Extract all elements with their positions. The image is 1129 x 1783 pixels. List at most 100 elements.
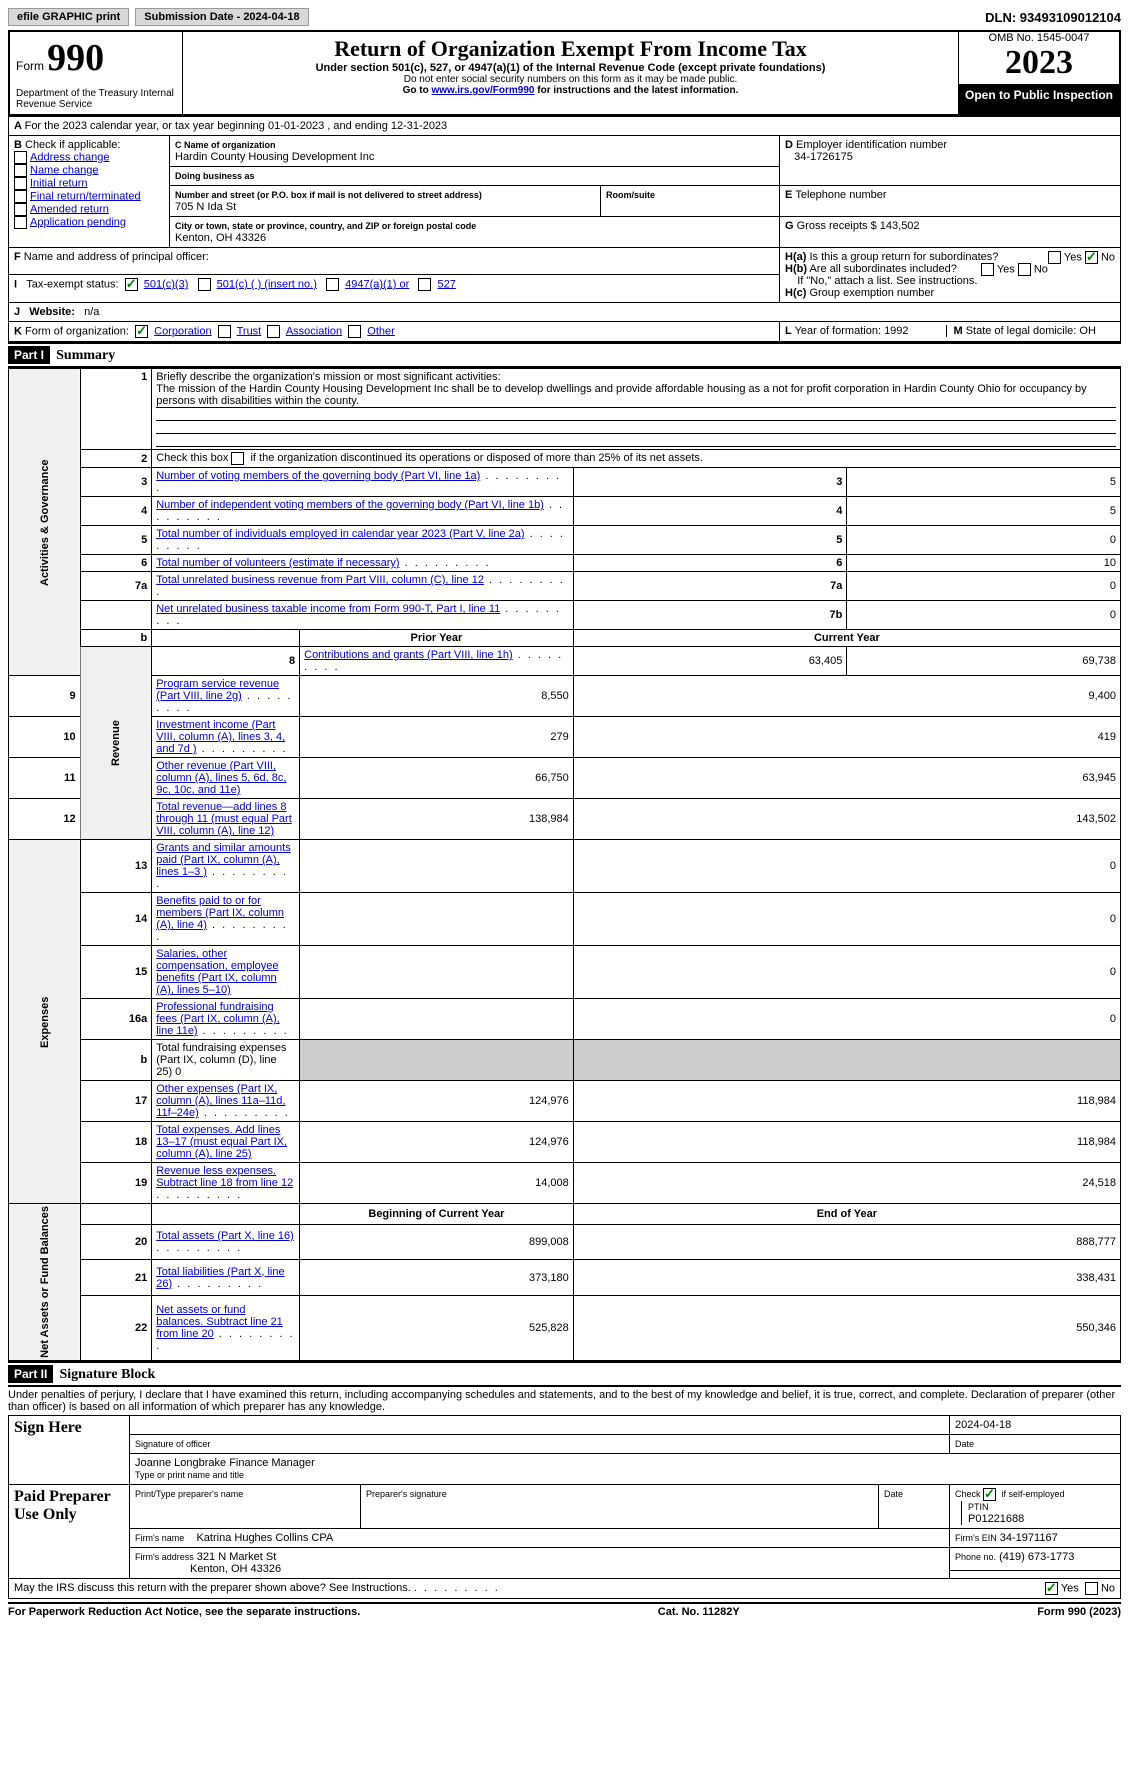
p-date-label: Date bbox=[884, 1489, 903, 1499]
cb-other[interactable] bbox=[348, 325, 361, 338]
cb-discuss-no[interactable] bbox=[1085, 1582, 1098, 1595]
opt-corp[interactable]: Corporation bbox=[154, 325, 211, 337]
tax-year: 2023 bbox=[959, 44, 1119, 82]
opt-amended[interactable]: Amended return bbox=[30, 203, 109, 215]
sign-here-label: Sign Here bbox=[14, 1419, 82, 1436]
line7a[interactable]: Total unrelated business revenue from Pa… bbox=[156, 574, 484, 586]
line7b[interactable]: Net unrelated business taxable income fr… bbox=[156, 603, 500, 615]
mission-text: The mission of the Hardin County Housing… bbox=[156, 383, 1116, 408]
cb-assoc[interactable] bbox=[267, 325, 280, 338]
cb-discuss-yes[interactable] bbox=[1045, 1582, 1058, 1595]
cb-corp[interactable] bbox=[135, 325, 148, 338]
omb-number: OMB No. 1545-0047 bbox=[959, 32, 1119, 44]
website: n/a bbox=[84, 306, 99, 318]
cb-discontinued[interactable] bbox=[231, 452, 244, 465]
cb-501c3[interactable] bbox=[125, 278, 138, 291]
part1-title: Summary bbox=[56, 348, 115, 363]
line6[interactable]: Total number of volunteers (estimate if … bbox=[156, 557, 399, 569]
officer-name: Joanne Longbrake Finance Manager bbox=[135, 1457, 315, 1469]
col-end: End of Year bbox=[573, 1204, 1120, 1225]
l-label: Year of formation: bbox=[795, 325, 881, 337]
may-discuss: May the IRS discuss this return with the… bbox=[14, 1582, 411, 1594]
line9[interactable]: Program service revenue (Part VIII, line… bbox=[156, 678, 279, 702]
firm-ein-label: Firm's EIN bbox=[955, 1533, 997, 1543]
cb-pending[interactable] bbox=[14, 216, 27, 229]
type-title-label: Type or print name and title bbox=[135, 1470, 244, 1480]
city-label: City or town, state or province, country… bbox=[175, 221, 476, 231]
irs-link[interactable]: www.irs.gov/Form990 bbox=[431, 85, 534, 96]
firm-ein: 34-1971167 bbox=[1000, 1532, 1058, 1544]
line14[interactable]: Benefits paid to or for members (Part IX… bbox=[156, 895, 284, 931]
cb-trust[interactable] bbox=[218, 325, 231, 338]
c-name-label: Name of organization bbox=[184, 140, 276, 150]
line17[interactable]: Other expenses (Part IX, column (A), lin… bbox=[156, 1083, 285, 1119]
line3[interactable]: Number of voting members of the governin… bbox=[156, 470, 480, 482]
line22[interactable]: Net assets or fund balances. Subtract li… bbox=[156, 1304, 283, 1340]
cb-initial[interactable] bbox=[14, 177, 27, 190]
line21[interactable]: Total liabilities (Part X, line 26) bbox=[156, 1266, 284, 1290]
submission-date-button[interactable]: Submission Date - 2024-04-18 bbox=[135, 8, 308, 26]
opt-527[interactable]: 527 bbox=[438, 278, 456, 290]
opt-501c[interactable]: 501(c) ( ) (insert no.) bbox=[217, 278, 317, 290]
line5[interactable]: Total number of individuals employed in … bbox=[156, 528, 524, 540]
opt-name[interactable]: Name change bbox=[30, 164, 99, 176]
line8[interactable]: Contributions and grants (Part VIII, lin… bbox=[304, 649, 513, 661]
m-label: State of legal domicile: bbox=[966, 325, 1077, 337]
line15[interactable]: Salaries, other compensation, employee b… bbox=[156, 948, 278, 996]
ha-no: No bbox=[1101, 251, 1115, 263]
footer-right: Form 990 (2023) bbox=[1037, 1606, 1121, 1618]
line11[interactable]: Other revenue (Part VIII, column (A), li… bbox=[156, 760, 286, 796]
cb-4947[interactable] bbox=[326, 278, 339, 291]
cb-501c[interactable] bbox=[198, 278, 211, 291]
firm-addr1: 321 N Market St bbox=[197, 1551, 276, 1563]
cb-hb-yes[interactable] bbox=[981, 263, 994, 276]
gross-receipts: 143,502 bbox=[880, 220, 920, 232]
hc-label: Group exemption number bbox=[809, 287, 934, 299]
form-warning: Do not enter social security numbers on … bbox=[189, 74, 952, 85]
cb-address-change[interactable] bbox=[14, 151, 27, 164]
e-label: Telephone number bbox=[795, 189, 886, 201]
firm-addr2: Kenton, OH 43326 bbox=[190, 1563, 281, 1575]
col-prior: Prior Year bbox=[300, 630, 574, 647]
vlabel-activities: Activities & Governance bbox=[9, 369, 81, 676]
line12[interactable]: Total revenue—add lines 8 through 11 (mu… bbox=[156, 801, 292, 837]
state-domicile: OH bbox=[1079, 325, 1096, 337]
opt-final[interactable]: Final return/terminated bbox=[30, 190, 141, 202]
part2-tag: Part II bbox=[8, 1365, 53, 1383]
opt-address[interactable]: Address change bbox=[30, 151, 110, 163]
line18[interactable]: Total expenses. Add lines 13–17 (must eq… bbox=[156, 1124, 287, 1160]
line20[interactable]: Total assets (Part X, line 16) bbox=[156, 1230, 294, 1242]
cb-self-employed[interactable] bbox=[983, 1488, 996, 1501]
year-formation: 1992 bbox=[884, 325, 908, 337]
cb-ha-yes[interactable] bbox=[1048, 251, 1061, 264]
cb-ha-no[interactable] bbox=[1085, 251, 1098, 264]
opt-other[interactable]: Other bbox=[367, 325, 395, 337]
hb-label: Are all subordinates included? bbox=[809, 263, 956, 275]
opt-4947[interactable]: 4947(a)(1) or bbox=[345, 278, 409, 290]
footer-left: For Paperwork Reduction Act Notice, see … bbox=[8, 1606, 360, 1618]
efile-button[interactable]: efile GRAPHIC print bbox=[8, 8, 129, 26]
opt-trust[interactable]: Trust bbox=[237, 325, 262, 337]
cb-hb-no[interactable] bbox=[1018, 263, 1031, 276]
p-name-label: Print/Type preparer's name bbox=[135, 1489, 243, 1499]
suite-label: Room/suite bbox=[606, 190, 655, 200]
line4[interactable]: Number of independent voting members of … bbox=[156, 499, 544, 511]
d-label: Employer identification number bbox=[796, 139, 947, 151]
ptin: P01221688 bbox=[968, 1513, 1024, 1525]
opt-assoc[interactable]: Association bbox=[286, 325, 342, 337]
cb-527[interactable] bbox=[418, 278, 431, 291]
g-label: Gross receipts $ bbox=[797, 220, 877, 232]
phone: (419) 673-1773 bbox=[999, 1551, 1074, 1563]
cb-amended[interactable] bbox=[14, 203, 27, 216]
line16a[interactable]: Professional fundraising fees (Part IX, … bbox=[156, 1001, 279, 1037]
opt-pending[interactable]: Application pending bbox=[30, 216, 126, 228]
opt-initial[interactable]: Initial return bbox=[30, 177, 87, 189]
cb-name-change[interactable] bbox=[14, 164, 27, 177]
line13[interactable]: Grants and similar amounts paid (Part IX… bbox=[156, 842, 291, 878]
ptin-label: PTIN bbox=[968, 1502, 989, 1512]
l2-text: Check this box if the organization disco… bbox=[156, 452, 703, 464]
line19[interactable]: Revenue less expenses. Subtract line 18 … bbox=[156, 1165, 293, 1189]
opt-501c3[interactable]: 501(c)(3) bbox=[144, 278, 189, 290]
cb-final[interactable] bbox=[14, 190, 27, 203]
line10[interactable]: Investment income (Part VIII, column (A)… bbox=[156, 719, 285, 755]
